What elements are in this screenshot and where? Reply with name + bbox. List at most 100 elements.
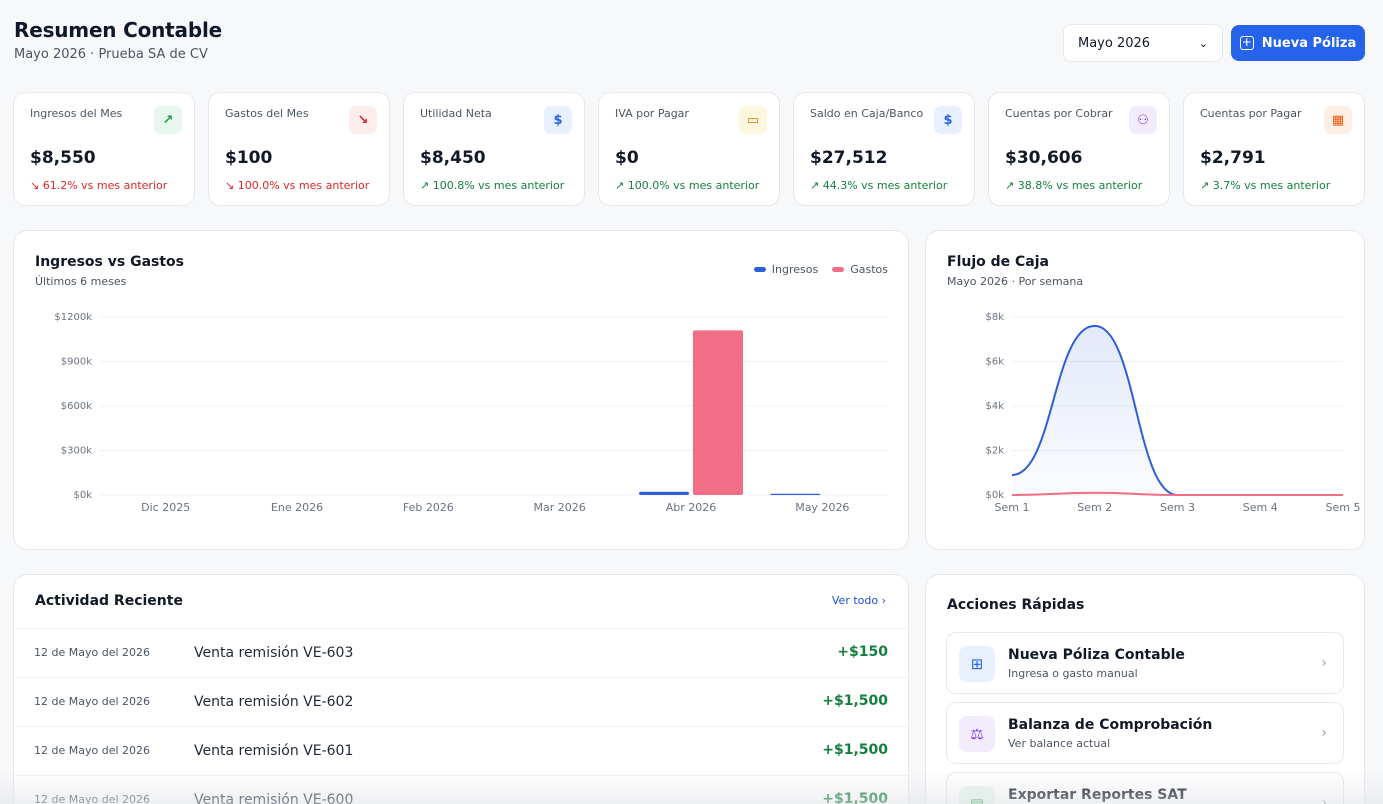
page-title: Resumen Contable	[14, 18, 222, 42]
x-tick-label: Sem 4	[1243, 501, 1278, 514]
kpi-change-text: 44.3% vs mes anterior	[822, 179, 948, 192]
recent-activity-card: Actividad Reciente Ver todo › 12 de Mayo…	[13, 574, 909, 804]
quick-action-title: Exportar Reportes SAT	[1008, 787, 1187, 803]
building-icon: ▦	[1324, 106, 1352, 134]
bar-ingresos	[770, 493, 821, 495]
y-tick-label: $0k	[985, 490, 1004, 501]
activity-amount: +$150	[837, 644, 888, 660]
trending-down-icon: ↘	[349, 106, 377, 134]
kpi-change-text: 61.2% vs mes anterior	[42, 179, 168, 192]
activity-date: 12 de Mayo del 2026	[34, 793, 151, 804]
series-area	[1012, 325, 1343, 495]
legend-item-gastos[interactable]: Gastos	[832, 263, 888, 276]
activity-amount: +$1,500	[822, 791, 888, 804]
file-export-icon: ▤	[959, 786, 995, 804]
quick-action-item[interactable]: ▤ Exportar Reportes SAT ›	[946, 772, 1344, 804]
chevron-right-icon: ›	[1321, 725, 1327, 741]
x-tick-label: Mar 2026	[534, 501, 586, 514]
trend-up-icon: ↗	[810, 179, 820, 192]
kpi-change-text: 100.0% vs mes anterior	[627, 179, 760, 192]
kpi-change-text: 100.0% vs mes anterior	[237, 179, 370, 192]
plus-square-icon: +	[1239, 35, 1254, 50]
page-header: Resumen Contable Mayo 2026 · Prueba SA d…	[14, 18, 222, 62]
kpi-change: ↗ 3.7% vs mes anterior	[1200, 179, 1330, 192]
activity-description: Venta remisión VE-602	[194, 694, 354, 710]
legend-item-ingresos[interactable]: Ingresos	[753, 263, 819, 276]
trend-up-icon: ↗	[1200, 179, 1210, 192]
chevron-down-icon: ⌄	[1198, 36, 1208, 50]
trend-up-icon: ↗	[615, 179, 625, 192]
activity-row[interactable]: 12 de Mayo del 2026 Venta remisión VE-600…	[14, 775, 908, 804]
dollar-icon: $	[544, 106, 572, 134]
quick-actions-title: Acciones Rápidas	[947, 597, 1085, 613]
bar-gastos	[693, 330, 743, 495]
kpi-label: Ingresos del Mes	[30, 107, 123, 120]
dollar-icon: $	[934, 106, 962, 134]
x-tick-label: Sem 5	[1326, 501, 1361, 514]
activity-row[interactable]: 12 de Mayo del 2026 Venta remisión VE-602…	[14, 677, 908, 726]
legend-label: Gastos	[850, 263, 888, 276]
kpi-change-text: 38.8% vs mes anterior	[1017, 179, 1143, 192]
quick-action-item[interactable]: ⊞ Nueva Póliza Contable Ingresa o gasto ma…	[946, 632, 1344, 694]
plus-square-icon: ⊞	[959, 646, 995, 682]
kpi-card: Utilidad Neta $ $8,450 ↗ 100.8% vs mes ante…	[403, 92, 585, 206]
new-policy-button[interactable]: + Nueva Póliza	[1231, 25, 1365, 61]
y-tick-label: $4k	[985, 401, 1004, 412]
y-tick-label: $300k	[61, 446, 92, 457]
cash-chart-subtitle: Mayo 2026 · Por semana	[947, 275, 1084, 288]
bar-ingresos	[639, 491, 689, 495]
y-tick-label: $900k	[61, 357, 92, 368]
activity-date: 12 de Mayo del 2026	[34, 646, 151, 659]
view-all-link[interactable]: Ver todo ›	[832, 594, 886, 607]
trending-up-icon: ↗	[154, 106, 182, 134]
kpi-value: $8,550	[30, 148, 96, 168]
kpi-change: ↗ 100.8% vs mes anterior	[420, 179, 564, 192]
activity-amount: +$1,500	[822, 742, 888, 758]
kpi-change-text: 3.7% vs mes anterior	[1212, 179, 1331, 192]
trend-up-icon: ↗	[1005, 179, 1015, 192]
x-tick-label: Sem 2	[1077, 501, 1112, 514]
activity-row[interactable]: 12 de Mayo del 2026 Venta remisión VE-601…	[14, 726, 908, 775]
month-select-value: Mayo 2026	[1078, 35, 1151, 51]
kpi-change: ↗ 38.8% vs mes anterior	[1005, 179, 1142, 192]
y-tick-label: $600k	[61, 401, 92, 412]
month-select[interactable]: Mayo 2026 ⌄	[1063, 24, 1223, 62]
kpi-change: ↗ 100.0% vs mes anterior	[615, 179, 759, 192]
kpi-value: $2,791	[1200, 148, 1266, 168]
kpi-value: $100	[225, 148, 273, 168]
income-chart-legend: Ingresos Gastos	[753, 263, 888, 276]
activity-title: Actividad Reciente	[35, 593, 183, 609]
y-tick-label: $2k	[985, 446, 1004, 457]
activity-description: Venta remisión VE-603	[194, 645, 354, 661]
legend-label: Ingresos	[771, 263, 819, 276]
cash-chart-title: Flujo de Caja	[947, 254, 1049, 270]
kpi-label: Cuentas por Cobrar	[1005, 107, 1113, 120]
page-subtitle: Mayo 2026 · Prueba SA de CV	[14, 47, 208, 62]
kpi-change: ↘ 100.0% vs mes anterior	[225, 179, 369, 192]
cash-flow-card: Flujo de Caja Mayo 2026 · Por semana $0k…	[925, 230, 1365, 550]
users-icon: ⚇	[1129, 106, 1157, 134]
x-tick-label: Feb 2026	[403, 501, 454, 514]
quick-action-item[interactable]: ⚖ Balanza de Comprobación Ver balance actu…	[946, 702, 1344, 764]
kpi-value: $0	[615, 148, 639, 168]
kpi-change: ↘ 61.2% vs mes anterior	[30, 179, 167, 192]
income-expense-bar-chart: $0k $300k $600k $900k $1200k Dic 2025 Ene 2026…	[54, 312, 888, 514]
y-tick-label: $0k	[73, 490, 92, 501]
new-policy-label: Nueva Póliza	[1261, 35, 1357, 51]
kpi-label: IVA por Pagar	[615, 107, 689, 120]
activity-row[interactable]: 12 de Mayo del 2026 Venta remisión VE-603…	[14, 628, 908, 677]
kpi-card: Cuentas por Pagar ▦ $2,791 ↗ 3.7% vs mes an…	[1183, 92, 1365, 206]
y-tick-label: $1200k	[54, 312, 92, 323]
kpi-card: Gastos del Mes ↘ $100 ↘ 100.0% vs mes anter…	[208, 92, 390, 206]
x-tick-label: Dic 2025	[141, 501, 190, 514]
kpi-label: Utilidad Neta	[420, 107, 492, 120]
x-tick-label: Abr 2026	[666, 501, 717, 514]
scale-icon: ⚖	[959, 716, 995, 752]
trend-down-icon: ↘	[225, 179, 235, 192]
quick-action-subtitle: Ver balance actual	[1008, 737, 1111, 750]
kpi-card: Saldo en Caja/Banco $ $27,512 ↗ 44.3% vs me…	[793, 92, 975, 206]
kpi-change: ↗ 44.3% vs mes anterior	[810, 179, 947, 192]
chevron-right-icon: ›	[881, 594, 886, 607]
view-all-label: Ver todo	[831, 594, 879, 607]
quick-action-title: Balanza de Comprobación	[1008, 717, 1213, 733]
